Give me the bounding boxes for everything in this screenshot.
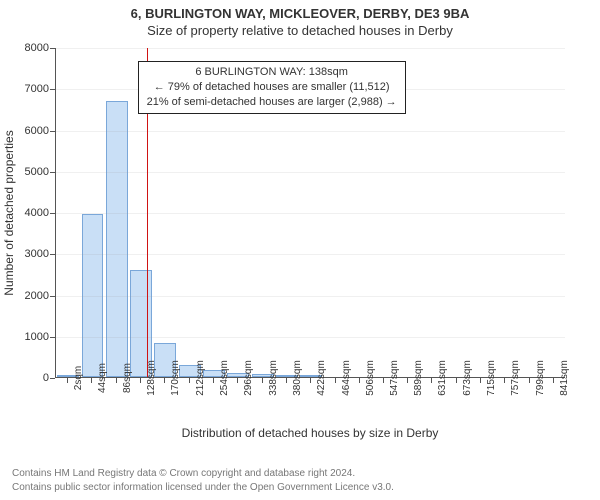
ytick-mark bbox=[50, 296, 55, 297]
annotation-box: 6 BURLINGTON WAY: 138sqm ← 79% of detach… bbox=[138, 61, 406, 114]
ytick-mark bbox=[50, 378, 55, 379]
ytick-mark bbox=[50, 337, 55, 338]
y-axis-label: Number of detached properties bbox=[2, 130, 16, 295]
ytick-mark bbox=[50, 131, 55, 132]
xtick-label: 841sqm bbox=[553, 378, 589, 395]
ytick-mark bbox=[50, 48, 55, 49]
grid-line bbox=[56, 254, 565, 255]
grid-line bbox=[56, 337, 565, 338]
bar bbox=[106, 101, 128, 377]
credits-l1: Contains HM Land Registry data © Crown c… bbox=[12, 467, 588, 481]
title-main: 6, BURLINGTON WAY, MICKLEOVER, DERBY, DE… bbox=[0, 0, 600, 21]
annot-l2: ← 79% of detached houses are smaller (11… bbox=[147, 80, 397, 95]
grid-line bbox=[56, 172, 565, 173]
grid-line bbox=[56, 48, 565, 49]
plot-area: 6 BURLINGTON WAY: 138sqm ← 79% of detach… bbox=[55, 48, 565, 378]
annot-l3: 21% of semi-detached houses are larger (… bbox=[147, 95, 397, 110]
grid-line bbox=[56, 131, 565, 132]
grid-line bbox=[56, 296, 565, 297]
chart-stage: 6, BURLINGTON WAY, MICKLEOVER, DERBY, DE… bbox=[0, 0, 600, 500]
x-axis-label: Distribution of detached houses by size … bbox=[55, 426, 565, 440]
grid-line bbox=[56, 213, 565, 214]
titles: 6, BURLINGTON WAY, MICKLEOVER, DERBY, DE… bbox=[0, 0, 600, 38]
ytick-mark bbox=[50, 254, 55, 255]
title-sub: Size of property relative to detached ho… bbox=[0, 23, 600, 38]
xtick-label: 2sqm bbox=[67, 378, 91, 395]
credits-l2: Contains public sector information licen… bbox=[12, 481, 588, 495]
ytick-mark bbox=[50, 89, 55, 90]
annot-l1: 6 BURLINGTON WAY: 138sqm bbox=[147, 65, 397, 80]
chart: 6 BURLINGTON WAY: 138sqm ← 79% of detach… bbox=[55, 48, 565, 378]
credits: Contains HM Land Registry data © Crown c… bbox=[12, 467, 588, 494]
ytick-mark bbox=[50, 213, 55, 214]
ytick-mark bbox=[50, 172, 55, 173]
